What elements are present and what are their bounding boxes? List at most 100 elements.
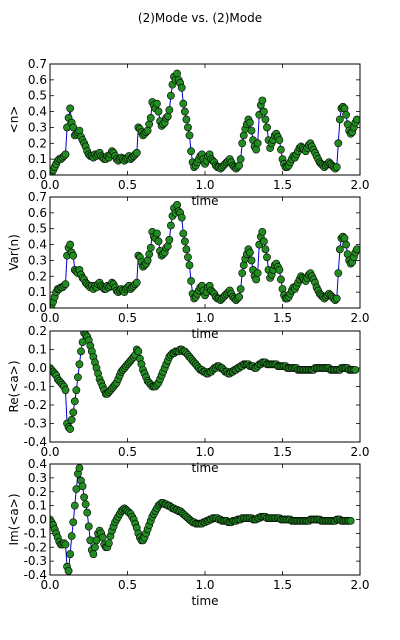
data-point — [278, 285, 287, 293]
data-point — [277, 145, 285, 154]
data-point — [253, 139, 262, 148]
data-point — [69, 123, 78, 132]
y-tick-label: 0.7 — [28, 57, 47, 71]
data-point — [84, 522, 93, 531]
data-point — [75, 464, 84, 473]
data-point — [177, 83, 186, 92]
y-tick-label: 0.2 — [28, 269, 47, 283]
data-point — [70, 501, 79, 510]
data-point — [66, 104, 75, 113]
data-point — [61, 386, 70, 395]
axes-frame — [49, 63, 361, 176]
data-point — [154, 237, 163, 246]
y-axis-label: Var(n) — [7, 234, 21, 271]
data-point — [263, 253, 271, 262]
y-tick-label: 0.4 — [28, 105, 47, 119]
data-point — [83, 508, 92, 517]
y-tick-label: -0.3 — [24, 554, 47, 568]
data-point — [77, 347, 85, 356]
data-point — [335, 245, 344, 254]
data-point — [335, 115, 344, 124]
data-point — [334, 269, 343, 278]
axes-frame — [49, 196, 361, 309]
x-tick-label: 0.5 — [118, 178, 137, 192]
y-tick-label: 0.5 — [28, 89, 47, 103]
data-point — [239, 131, 248, 140]
y-axis-label: Im(<a>) — [7, 493, 21, 545]
data-point — [145, 120, 154, 129]
data-point — [258, 96, 267, 105]
series-1 — [50, 331, 360, 433]
data-point — [275, 136, 284, 145]
data-point — [74, 373, 82, 382]
data-point — [177, 213, 186, 222]
data-point — [80, 493, 88, 502]
data-point — [61, 540, 70, 549]
data-point — [253, 269, 262, 278]
chart-panel-4: 0.0 0.5 1.0 1.5 2.0-0.4-0.3-0.2-0.10.00.10.2… — [7, 457, 370, 608]
data-point — [173, 201, 181, 209]
data-point — [236, 155, 245, 164]
data-point — [247, 256, 256, 265]
y-tick-label: -0.2 — [24, 398, 47, 412]
data-point — [69, 408, 78, 417]
x-axis-label: time — [191, 594, 218, 608]
y-tick-label: 0.0 — [28, 168, 47, 182]
data-point — [66, 550, 75, 559]
data-point — [238, 269, 247, 278]
data-point — [277, 275, 285, 284]
data-point — [69, 518, 78, 527]
data-point — [184, 123, 192, 132]
y-tick-label: 0.3 — [28, 471, 47, 485]
x-tick-label: 0.5 — [118, 578, 137, 592]
y-tick-label: -0.4 — [24, 568, 47, 582]
data-point — [235, 292, 243, 301]
data-point — [173, 69, 181, 78]
data-point — [98, 533, 107, 542]
y-tick-label: 0.1 — [28, 499, 47, 513]
data-point — [351, 365, 360, 374]
data-point — [72, 386, 81, 395]
y-axis-label: Re(<a>) — [7, 360, 21, 412]
data-point — [247, 126, 256, 135]
data-point — [332, 294, 341, 303]
axes-frame — [49, 330, 361, 443]
data-point — [105, 539, 113, 547]
data-point — [185, 131, 194, 140]
x-tick-label: 2.0 — [350, 578, 369, 592]
data-point — [75, 126, 84, 135]
data-point — [143, 256, 152, 265]
data-point — [332, 163, 341, 171]
y-tick-label: 0.1 — [28, 152, 47, 166]
data-point — [340, 234, 349, 243]
data-point — [263, 123, 271, 132]
chart-panel-1: 0.0 0.5 1.0 1.5 2.0 0.0 0.1 0.2 0.30.4 0.5 0.6 0.7 <… — [7, 57, 370, 208]
data-point — [165, 106, 174, 114]
y-tick-label: 0.5 — [28, 222, 47, 236]
data-point — [334, 139, 343, 148]
data-point — [64, 566, 73, 575]
x-tick-label: 0.0 — [40, 178, 59, 192]
data-point — [67, 415, 76, 424]
data-point — [258, 227, 267, 236]
data-point — [165, 235, 174, 244]
data-point — [163, 112, 172, 121]
data-point — [78, 482, 87, 491]
data-point — [246, 248, 254, 257]
x-tick-label: 0.0 — [40, 445, 59, 459]
y-tick-label: 0.6 — [28, 73, 47, 87]
data-point — [143, 126, 152, 135]
y-tick-label: 0.3 — [28, 120, 47, 134]
data-point — [67, 532, 76, 541]
data-point — [66, 425, 75, 433]
data-point — [91, 543, 99, 552]
x-tick-label: 1.0 — [195, 311, 214, 325]
data-point — [166, 91, 175, 100]
data-point — [69, 251, 78, 260]
x-tick-label: 1.5 — [273, 311, 292, 325]
y-tick-label: 0.4 — [28, 457, 47, 471]
data-point — [132, 148, 141, 157]
y-tick-label: 0.4 — [28, 238, 47, 252]
data-point — [179, 99, 188, 108]
